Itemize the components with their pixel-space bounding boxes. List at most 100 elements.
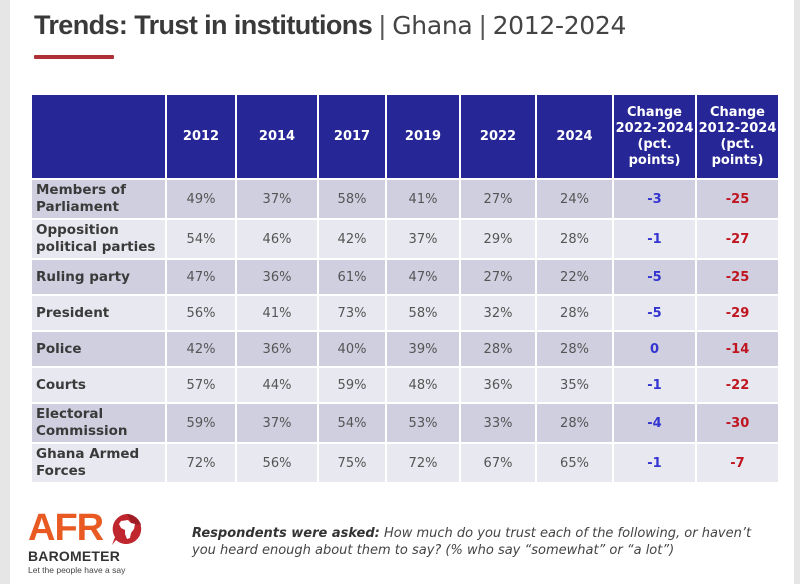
header-cell-change-2022-2024: Change 2022-2024 (pct. points) (614, 95, 695, 178)
table-row: Police 42% 36% 40% 39% 28% 28% 0 -14 (32, 332, 778, 366)
page-title: Trends: Trust in institutions | Ghana | 2012… (34, 10, 626, 41)
table-row: Electoral Commission 59% 37% 54% 53% 33% 28% -4… (32, 404, 778, 442)
change-2022-2024-cell: -5 (614, 296, 695, 330)
header-cell-2017: 2017 (319, 95, 385, 178)
trust-value-cell: 42% (319, 220, 385, 258)
trust-value-cell: 29% (461, 220, 535, 258)
trust-value-cell: 72% (387, 444, 459, 482)
change-2022-2024-cell: -1 (614, 368, 695, 402)
trust-value-cell: 56% (237, 444, 317, 482)
logo-subword: BAROMETER (28, 548, 121, 564)
trust-value-cell: 54% (167, 220, 235, 258)
trust-value-cell: 73% (319, 296, 385, 330)
trust-value-cell: 37% (237, 404, 317, 442)
trust-value-cell: 47% (167, 260, 235, 294)
trust-value-cell: 40% (319, 332, 385, 366)
trust-value-cell: 32% (461, 296, 535, 330)
header-cell-2019: 2019 (387, 95, 459, 178)
change-2012-2024-cell: -25 (697, 180, 778, 218)
trust-value-cell: 47% (387, 260, 459, 294)
institution-label: Police (32, 332, 165, 366)
header-cell-2024: 2024 (537, 95, 612, 178)
trust-value-cell: 37% (237, 180, 317, 218)
table-header-row: 2012 2014 2017 2019 2022 2024 Change 202… (32, 95, 778, 178)
africa-globe-icon (112, 514, 142, 545)
trust-value-cell: 58% (387, 296, 459, 330)
header-cell-2014: 2014 (237, 95, 317, 178)
institution-label: Opposition political parties (32, 220, 165, 258)
change-2022-2024-cell: -1 (614, 220, 695, 258)
table-row: Opposition political parties 54% 46% 42% 37%… (32, 220, 778, 258)
title-period: 2012-2024 (492, 11, 627, 40)
header-cell-2012: 2012 (167, 95, 235, 178)
trust-value-cell: 27% (461, 180, 535, 218)
title-main: Trends: Trust in institutions (34, 10, 373, 40)
trust-value-cell: 28% (461, 332, 535, 366)
trust-value-cell: 75% (319, 444, 385, 482)
trust-value-cell: 28% (537, 332, 612, 366)
change-2022-2024-cell: -5 (614, 260, 695, 294)
header-cell-change-2012-2024: Change 2012-2024 (pct. points) (697, 95, 778, 178)
institution-label: Electoral Commission (32, 404, 165, 442)
afrobarometer-logo: AFR BAROMETER Let the people have a say (28, 508, 168, 578)
institution-label: Ghana Armed Forces (32, 444, 165, 482)
logo-word: AFR (28, 507, 104, 549)
header-cell-institution (32, 95, 165, 178)
trust-value-cell: 44% (237, 368, 317, 402)
change-2012-2024-cell: -30 (697, 404, 778, 442)
trust-value-cell: 22% (537, 260, 612, 294)
survey-question-note: Respondents were asked: How much do you … (192, 525, 772, 559)
change-2012-2024-cell: -29 (697, 296, 778, 330)
trust-value-cell: 28% (537, 220, 612, 258)
trust-value-cell: 56% (167, 296, 235, 330)
table-row: Ghana Armed Forces 72% 56% 75% 72% 67% 65% -1 -7 (32, 444, 778, 482)
institution-label: Members of Parliament (32, 180, 165, 218)
header-cell-2022: 2022 (461, 95, 535, 178)
title-country: Ghana (392, 11, 473, 40)
trust-value-cell: 27% (461, 260, 535, 294)
table-row: Members of Parliament 49% 37% 58% 41% 27% 24% -… (32, 180, 778, 218)
trust-value-cell: 59% (319, 368, 385, 402)
trust-value-cell: 57% (167, 368, 235, 402)
trust-value-cell: 28% (537, 296, 612, 330)
note-text: How much do you trust each of the follow… (192, 526, 752, 558)
trust-value-cell: 53% (387, 404, 459, 442)
trust-value-cell: 41% (387, 180, 459, 218)
title-underline (34, 55, 114, 59)
trust-value-cell: 37% (387, 220, 459, 258)
change-2012-2024-cell: -14 (697, 332, 778, 366)
title-separator: | (378, 11, 387, 40)
change-2022-2024-cell: -4 (614, 404, 695, 442)
table-row: Ruling party 47% 36% 61% 47% 27% 22% -5 -25 (32, 260, 778, 294)
trust-value-cell: 59% (167, 404, 235, 442)
table-row: Courts 57% 44% 59% 48% 36% 35% -1 -22 (32, 368, 778, 402)
change-2012-2024-cell: -7 (697, 444, 778, 482)
change-2022-2024-cell: -1 (614, 444, 695, 482)
trust-value-cell: 24% (537, 180, 612, 218)
change-2022-2024-cell: -3 (614, 180, 695, 218)
trust-table: 2012 2014 2017 2019 2022 2024 Change 202… (30, 93, 780, 484)
title-separator: | (478, 11, 487, 40)
trust-value-cell: 33% (461, 404, 535, 442)
trust-value-cell: 42% (167, 332, 235, 366)
institution-label: Courts (32, 368, 165, 402)
trust-value-cell: 35% (537, 368, 612, 402)
note-lead: Respondents were asked: (192, 526, 380, 541)
trust-value-cell: 36% (237, 332, 317, 366)
trust-value-cell: 36% (237, 260, 317, 294)
change-2022-2024-cell: 0 (614, 332, 695, 366)
institution-label: Ruling party (32, 260, 165, 294)
trust-value-cell: 49% (167, 180, 235, 218)
trust-value-cell: 28% (537, 404, 612, 442)
change-2012-2024-cell: -25 (697, 260, 778, 294)
trust-value-cell: 36% (461, 368, 535, 402)
trust-value-cell: 39% (387, 332, 459, 366)
institution-label: President (32, 296, 165, 330)
trust-value-cell: 72% (167, 444, 235, 482)
trust-value-cell: 58% (319, 180, 385, 218)
trust-value-cell: 41% (237, 296, 317, 330)
trust-value-cell: 65% (537, 444, 612, 482)
trust-value-cell: 48% (387, 368, 459, 402)
logo-tagline: Let the people have a say (28, 565, 126, 575)
change-2012-2024-cell: -22 (697, 368, 778, 402)
